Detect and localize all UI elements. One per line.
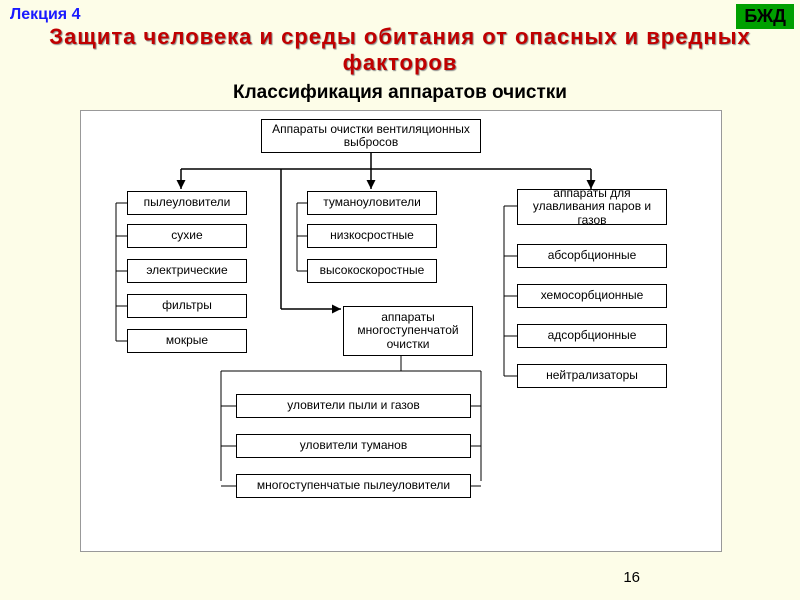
box-col3-item: абсорбционные [517,244,667,268]
box-col3-item: хемосорбционные [517,284,667,308]
box-col1-item: мокрые [127,329,247,353]
classification-diagram: Аппараты очистки вентиляционных выбросов… [80,110,722,552]
box-col1-item: сухие [127,224,247,248]
page-title: Защита человека и среды обитания от опас… [0,24,800,77]
box-col1-item: электрические [127,259,247,283]
box-col3-item: нейтрализаторы [517,364,667,388]
page-subtitle: Классификация аппаратов очистки [0,82,800,104]
box-multi-item: уловители пыли и газов [236,394,471,418]
box-col3-item: адсорбционные [517,324,667,348]
box-col2-head: туманоуловители [307,191,437,215]
box-root: Аппараты очистки вентиляционных выбросов [261,119,481,153]
box-col3-head: аппараты для улавливания паров и газов [517,189,667,225]
lecture-label: Лекция 4 [10,6,80,24]
page-number: 16 [623,569,640,586]
box-multi-item: уловители туманов [236,434,471,458]
box-col2-item: высокоскоростные [307,259,437,283]
box-multi: аппараты многоступенчатой очистки [343,306,473,356]
box-col1-head: пылеуловители [127,191,247,215]
box-multi-item: многоступенчатые пылеуловители [236,474,471,498]
box-col2-item: низкосростные [307,224,437,248]
box-col1-item: фильтры [127,294,247,318]
